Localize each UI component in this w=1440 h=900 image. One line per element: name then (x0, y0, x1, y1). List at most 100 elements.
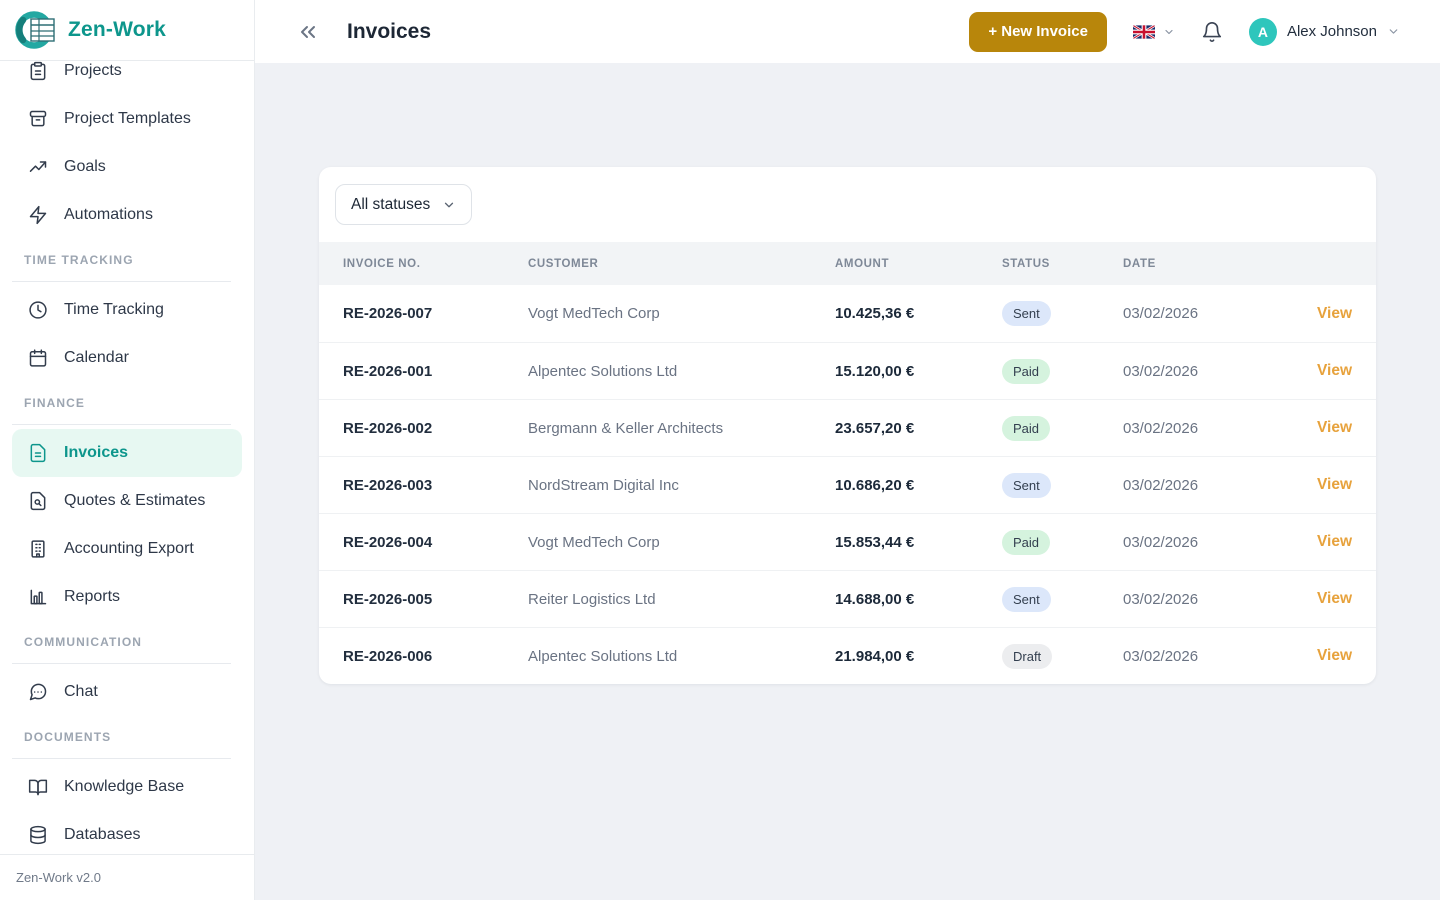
status-cell: Draft (1002, 643, 1123, 669)
sidebar-item-invoices[interactable]: Invoices (12, 429, 242, 477)
view-invoice-link[interactable]: View (1316, 476, 1352, 493)
sidebar-item-label: Calendar (64, 349, 129, 366)
table-row: RE-2026-002 Bergmann & Keller Architects… (319, 399, 1376, 456)
sidebar-item-label: Accounting Export (64, 540, 194, 557)
sidebar-item-chat[interactable]: Chat (12, 668, 242, 716)
table-row: RE-2026-003 NordStream Digital Inc 10.68… (319, 456, 1376, 513)
invoice-amount: 10.686,20 € (835, 476, 915, 494)
notifications-bell-icon[interactable] (1201, 21, 1223, 43)
invoice-number: RE-2026-004 (343, 533, 433, 551)
avatar: A (1248, 17, 1277, 46)
sidebar-section-documents: DOCUMENTS (0, 716, 254, 759)
view-invoice-link[interactable]: View (1316, 362, 1352, 379)
status-cell: Sent (1002, 586, 1123, 612)
customer-name: Vogt MedTech Corp (528, 533, 660, 551)
table-row: RE-2026-006 Alpentec Solutions Ltd 21.98… (319, 627, 1376, 684)
section-label: FINANCE (24, 396, 86, 410)
invoice-number: RE-2026-006 (343, 647, 433, 665)
column-header-status: STATUS (1002, 257, 1050, 270)
status-cell: Sent (1002, 301, 1123, 326)
sidebar-item-calendar[interactable]: Calendar (12, 334, 242, 382)
view-invoice-link[interactable]: View (1316, 533, 1352, 550)
status-badge: Draft (1002, 643, 1053, 669)
view-invoice-link[interactable]: View (1316, 647, 1352, 664)
new-invoice-button[interactable]: + New Invoice (969, 11, 1107, 52)
invoice-date: 03/02/2026 (1123, 590, 1199, 608)
collapse-sidebar-icon[interactable] (295, 19, 321, 45)
language-selector[interactable] (1132, 24, 1175, 39)
invoice-amount: 14.688,00 € (835, 590, 915, 608)
status-cell: Paid (1002, 529, 1123, 555)
sidebar-item-reports[interactable]: Reports (12, 573, 242, 621)
invoice-date: 03/02/2026 (1123, 647, 1199, 665)
building-icon (28, 539, 48, 559)
view-cell: View (1317, 533, 1352, 551)
status-filter-dropdown[interactable]: All statuses (335, 184, 473, 225)
table-row: RE-2026-007 Vogt MedTech Corp 10.425,36 … (319, 285, 1376, 342)
brand-logo[interactable]: Zen-Work (0, 0, 254, 61)
sidebar-item-projects[interactable]: Projects (12, 61, 242, 95)
sidebar-item-label: Databases (64, 826, 141, 843)
user-menu[interactable]: A Alex Johnson (1248, 17, 1400, 46)
table-row: RE-2026-004 Vogt MedTech Corp 15.853,44 … (319, 513, 1376, 570)
zen-work-logo-icon (14, 8, 58, 52)
sidebar-section-finance: FINANCE (0, 382, 254, 425)
invoice-date: 03/02/2026 (1123, 419, 1199, 437)
status-filter-value: All statuses (351, 195, 431, 213)
view-invoice-link[interactable]: View (1316, 419, 1352, 436)
main-area: Invoices + New Invoice (255, 0, 1440, 900)
customer-name: Reiter Logistics Ltd (528, 590, 656, 608)
invoice-amount: 15.853,44 € (835, 533, 915, 551)
sidebar-item-time-tracking[interactable]: Time Tracking (12, 286, 242, 334)
invoice-number: RE-2026-003 (343, 476, 433, 494)
sidebar-item-databases[interactable]: Databases (12, 811, 242, 854)
invoice-amount: 15.120,00 € (835, 362, 915, 380)
column-header-invoice-no: INVOICE NO. (343, 257, 421, 270)
sidebar-item-quotes-estimates[interactable]: Quotes & Estimates (12, 477, 242, 525)
sidebar-nav: Projects Project Templates Goals (0, 61, 254, 854)
status-cell: Paid (1002, 415, 1123, 441)
lightning-bolt-icon (28, 205, 48, 225)
sidebar-item-project-templates[interactable]: Project Templates (12, 95, 242, 143)
sidebar-item-label: Quotes & Estimates (64, 492, 206, 509)
sidebar-item-label: Goals (64, 158, 106, 175)
status-badge: Sent (1002, 586, 1051, 612)
table-header-row: INVOICE NO. CUSTOMER AMOUNT STATUS DATE (319, 242, 1376, 285)
chevron-down-icon (1165, 29, 1173, 34)
sidebar-item-accounting-export[interactable]: Accounting Export (12, 525, 242, 573)
sidebar-item-label: Reports (64, 588, 121, 605)
invoice-number: RE-2026-002 (343, 419, 433, 437)
invoice-date: 03/02/2026 (1123, 305, 1199, 322)
view-invoice-link[interactable]: View (1316, 304, 1352, 322)
brand-name: Zen-Work (68, 18, 167, 41)
invoice-document-icon (28, 443, 48, 463)
sidebar-item-automations[interactable]: Automations (12, 191, 242, 239)
invoice-amount: 21.984,00 € (835, 647, 915, 665)
column-header-amount: AMOUNT (835, 257, 890, 270)
invoice-amount: 23.657,20 € (835, 419, 915, 437)
sidebar-item-knowledge-base[interactable]: Knowledge Base (12, 763, 242, 811)
column-header-customer: CUSTOMER (528, 257, 599, 270)
clock-icon (28, 300, 48, 320)
status-badge: Paid (1002, 358, 1051, 384)
table-row: RE-2026-005 Reiter Logistics Ltd 14.688,… (319, 570, 1376, 627)
divider (12, 424, 231, 425)
database-icon (28, 825, 48, 845)
customer-name: Vogt MedTech Corp (528, 305, 660, 322)
section-label: COMMUNICATION (24, 635, 143, 649)
sidebar-item-label: Automations (64, 206, 153, 223)
status-badge: Paid (1002, 415, 1051, 441)
sidebar-item-label: Project Templates (64, 110, 191, 127)
sidebar-footer: Zen-Work v2.0 (0, 854, 254, 900)
view-invoice-link[interactable]: View (1316, 590, 1352, 607)
sidebar: Zen-Work Projects Project Templates (0, 0, 255, 900)
uk-flag-icon (1132, 24, 1155, 39)
page-title: Invoices (347, 19, 432, 43)
divider (12, 758, 231, 759)
invoice-date: 03/02/2026 (1123, 476, 1199, 494)
status-cell: Paid (1002, 358, 1123, 384)
top-header: Invoices + New Invoice (255, 0, 1440, 63)
sidebar-item-goals[interactable]: Goals (12, 143, 242, 191)
sidebar-section-time-tracking: TIME TRACKING (0, 239, 254, 282)
